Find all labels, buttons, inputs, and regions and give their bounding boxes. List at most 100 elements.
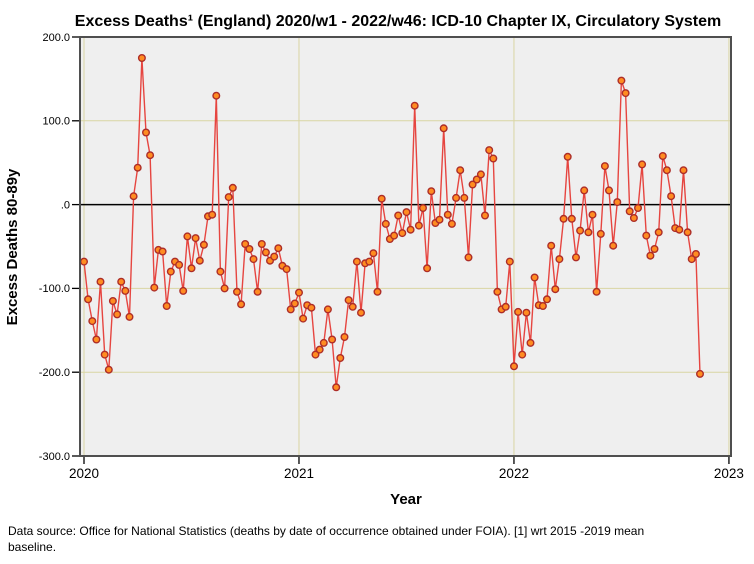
- data-point: [125, 312, 134, 321]
- data-point: [588, 210, 597, 219]
- data-point: [88, 317, 97, 326]
- data-point: [452, 193, 461, 202]
- data-point: [485, 146, 494, 155]
- data-point: [543, 295, 552, 304]
- data-point: [476, 170, 485, 179]
- data-point: [435, 215, 444, 224]
- data-point: [646, 251, 655, 260]
- data-point: [472, 175, 481, 184]
- data-point: [530, 273, 539, 282]
- data-point: [224, 193, 233, 202]
- data-point: [642, 231, 651, 240]
- data-point: [447, 219, 456, 228]
- data-point: [518, 350, 527, 359]
- data-point: [282, 265, 291, 274]
- data-point: [423, 264, 432, 273]
- data-point: [696, 369, 705, 378]
- data-point: [84, 295, 93, 304]
- data-point: [150, 283, 159, 292]
- chart-title: Excess Deaths¹ (England) 2020/w1 - 2022/…: [75, 13, 721, 30]
- data-point: [121, 286, 130, 295]
- data-point: [402, 208, 411, 217]
- y-tick-label: -200.0: [39, 367, 70, 379]
- data-point: [274, 244, 283, 253]
- data-point: [195, 256, 204, 265]
- footnote: Data source: Office for National Statist…: [8, 524, 732, 556]
- data-point: [510, 362, 519, 371]
- data-point: [456, 166, 465, 175]
- plot-frame: [79, 36, 732, 457]
- data-point: [460, 193, 469, 202]
- data-point: [381, 219, 390, 228]
- x-tick-label: 2022: [499, 466, 529, 481]
- data-point: [133, 163, 142, 172]
- data-point: [406, 225, 415, 234]
- data-point: [357, 308, 366, 317]
- data-point: [199, 240, 208, 249]
- data-point: [295, 288, 304, 297]
- data-point: [96, 277, 105, 286]
- data-point: [654, 228, 663, 237]
- data-point: [625, 207, 634, 216]
- data-point: [662, 166, 671, 175]
- data-point: [344, 296, 353, 305]
- data-point: [352, 257, 361, 266]
- data-point: [369, 249, 378, 258]
- data-point: [493, 287, 502, 296]
- data-point: [576, 226, 585, 235]
- data-point: [208, 210, 217, 219]
- data-point: [137, 54, 146, 63]
- data-point: [559, 214, 568, 223]
- data-point: [79, 257, 88, 266]
- data-point: [481, 211, 490, 220]
- data-point: [290, 299, 299, 308]
- data-point: [92, 335, 101, 344]
- data-point: [596, 229, 605, 238]
- data-point: [555, 255, 564, 264]
- data-point: [270, 252, 279, 261]
- data-point: [241, 239, 250, 248]
- data-point: [319, 338, 328, 347]
- y-tick-label: .0: [61, 199, 70, 211]
- data-point: [261, 248, 270, 257]
- data-point: [253, 287, 262, 296]
- data-point: [634, 203, 643, 212]
- data-point: [129, 192, 138, 201]
- data-point: [166, 267, 175, 276]
- data-point: [249, 255, 258, 264]
- data-point: [567, 214, 576, 223]
- data-point: [158, 247, 167, 256]
- data-point: [522, 308, 531, 317]
- data-point: [658, 151, 667, 160]
- data-point: [245, 244, 254, 253]
- data-point: [216, 267, 225, 276]
- data-point: [299, 314, 308, 323]
- data-point: [427, 187, 436, 196]
- data-point: [179, 286, 188, 295]
- data-point: [687, 255, 696, 264]
- x-tick-label: 2021: [284, 466, 314, 481]
- data-point: [286, 305, 295, 314]
- x-axis-title: Year: [390, 491, 422, 508]
- data-point: [191, 234, 200, 243]
- data-point: [572, 253, 581, 262]
- data-point: [580, 186, 589, 195]
- footnote-line: Data source: Office for National Statist…: [8, 524, 645, 538]
- data-point: [514, 307, 523, 316]
- data-point: [675, 225, 684, 234]
- data-point: [113, 310, 122, 319]
- data-point: [175, 260, 184, 269]
- data-point: [257, 239, 266, 248]
- data-point: [629, 213, 638, 222]
- data-point: [328, 335, 337, 344]
- data-point: [232, 287, 241, 296]
- data-point: [373, 287, 382, 296]
- data-point: [501, 302, 510, 311]
- data-point: [100, 350, 109, 359]
- x-tick-label: 2023: [714, 466, 744, 481]
- data-point: [489, 154, 498, 163]
- data-point: [605, 186, 614, 195]
- data-point: [146, 151, 155, 160]
- data-point: [551, 285, 560, 294]
